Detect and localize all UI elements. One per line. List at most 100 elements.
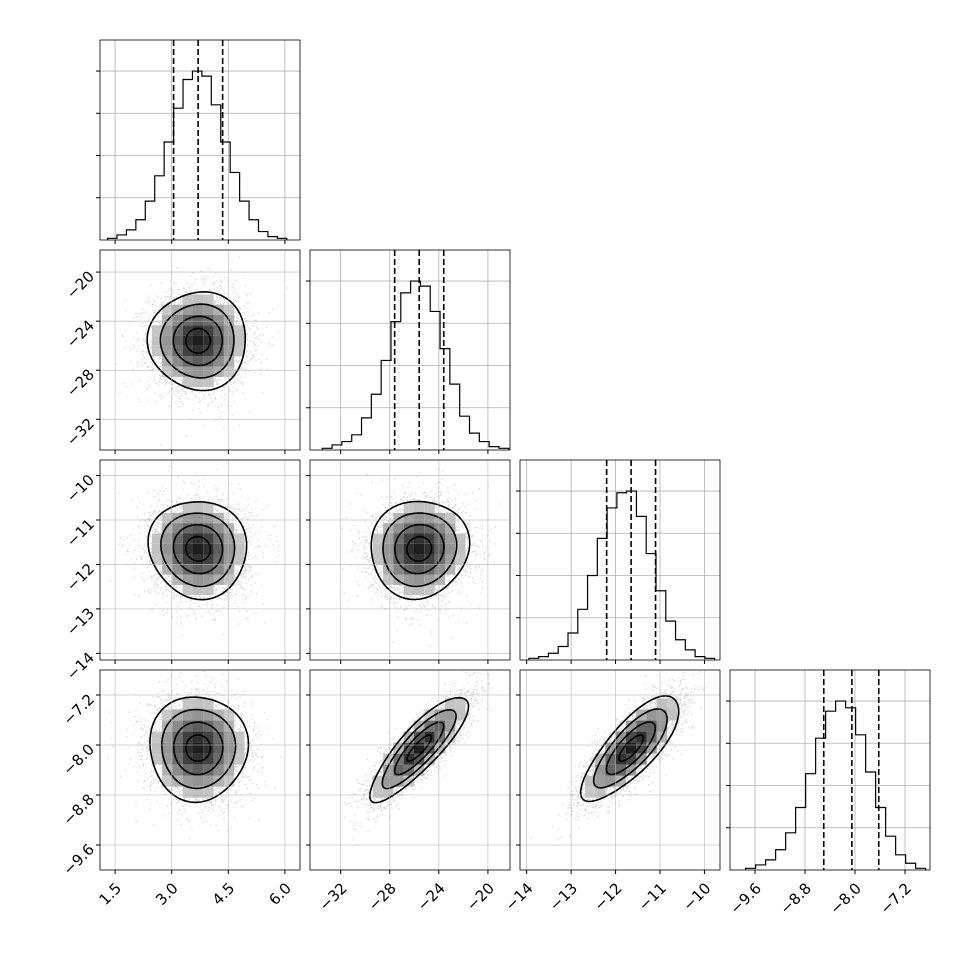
density-bin bbox=[414, 533, 425, 544]
density-bin bbox=[193, 325, 204, 336]
density-bin bbox=[182, 753, 193, 765]
density-bin bbox=[172, 523, 183, 534]
density-bin bbox=[234, 346, 245, 357]
density-bin bbox=[203, 346, 214, 357]
density-bin bbox=[626, 742, 637, 754]
histogram-panel-p0 bbox=[96, 39, 301, 241]
density-bin bbox=[182, 764, 193, 776]
density-bin bbox=[193, 376, 204, 388]
x-tick-label: −14 bbox=[502, 879, 537, 914]
density-bin bbox=[393, 574, 404, 585]
x-tick-label: 4.5 bbox=[209, 879, 239, 909]
density-bin bbox=[162, 346, 173, 357]
density-bin bbox=[203, 513, 214, 524]
density-bin bbox=[234, 742, 245, 754]
density-bin bbox=[455, 543, 466, 555]
density-bin bbox=[372, 554, 384, 565]
density-bin bbox=[223, 346, 235, 357]
density-bin bbox=[203, 720, 214, 732]
density-bin bbox=[162, 335, 173, 346]
density-bin bbox=[193, 366, 204, 377]
panel-background bbox=[520, 460, 720, 660]
density-bin bbox=[626, 764, 637, 776]
density-bin bbox=[182, 720, 193, 732]
density-bin bbox=[414, 764, 425, 776]
x-tick-label: −13 bbox=[546, 879, 581, 914]
density-bin bbox=[414, 731, 425, 743]
histogram-step bbox=[106, 70, 288, 240]
contour-line bbox=[393, 721, 445, 776]
density-bin bbox=[234, 325, 245, 336]
density-bin bbox=[162, 742, 173, 754]
density-bin bbox=[223, 366, 235, 377]
contour-line bbox=[406, 535, 433, 562]
density-bin bbox=[455, 554, 466, 565]
density-bin bbox=[193, 533, 204, 544]
density-bin bbox=[203, 742, 214, 754]
density-bin bbox=[615, 764, 626, 776]
density-bin bbox=[595, 786, 606, 798]
contour-line bbox=[147, 500, 248, 601]
density-bin bbox=[223, 775, 235, 787]
density-bin bbox=[162, 366, 173, 377]
density-bin bbox=[646, 709, 657, 721]
density-bin bbox=[403, 543, 414, 555]
density-bin bbox=[203, 304, 214, 315]
density-bin bbox=[162, 775, 173, 787]
density-bin bbox=[182, 315, 193, 326]
density-bin bbox=[223, 574, 235, 585]
density-bin bbox=[667, 698, 678, 710]
density-bin bbox=[193, 764, 204, 776]
y-tick-label: −24 bbox=[63, 316, 98, 351]
histogram-step bbox=[321, 280, 510, 450]
y-tick-label: −32 bbox=[63, 415, 98, 450]
density-bin bbox=[193, 513, 204, 524]
density-bin bbox=[203, 502, 214, 513]
density-bin bbox=[182, 543, 193, 555]
density-bin bbox=[383, 543, 394, 555]
density-bin bbox=[403, 584, 414, 596]
y-tick-label: −28 bbox=[63, 365, 98, 400]
density-bin bbox=[162, 523, 173, 534]
density-bin bbox=[182, 731, 193, 743]
panel-frame bbox=[99, 669, 301, 871]
density-bin bbox=[393, 543, 404, 555]
density-bin bbox=[203, 366, 214, 377]
density-bin bbox=[203, 533, 214, 544]
density-bin bbox=[223, 731, 235, 743]
density-bin bbox=[193, 294, 204, 305]
density-bin bbox=[393, 554, 404, 565]
density-bin bbox=[203, 325, 214, 336]
density-bin bbox=[172, 720, 183, 732]
density-bin bbox=[213, 720, 224, 732]
density-bin bbox=[213, 564, 224, 575]
density-bin bbox=[213, 742, 224, 754]
density-bin bbox=[223, 764, 235, 776]
y-tick-label: −9.6 bbox=[60, 840, 98, 878]
panel-frame bbox=[309, 459, 511, 661]
density-bin bbox=[172, 356, 183, 367]
density-bin bbox=[615, 742, 626, 754]
panel-background bbox=[310, 250, 510, 450]
density-bin bbox=[193, 731, 204, 743]
contour-line bbox=[618, 734, 645, 762]
density-bin bbox=[595, 775, 606, 787]
density-bin bbox=[393, 564, 404, 575]
density-bin bbox=[393, 742, 404, 754]
density-bin bbox=[213, 753, 224, 765]
density-bin bbox=[584, 786, 596, 798]
scatter-panel-p1-vs-p0 bbox=[99, 249, 301, 451]
density-bin bbox=[223, 709, 235, 721]
contour-line bbox=[381, 708, 457, 790]
density-bin bbox=[424, 533, 435, 544]
density-bin bbox=[162, 764, 173, 776]
density-bin bbox=[162, 554, 173, 565]
density-bin bbox=[172, 742, 183, 754]
density-bin bbox=[223, 304, 235, 315]
contour-line bbox=[149, 696, 250, 804]
density-bin bbox=[656, 709, 668, 721]
density-bin bbox=[213, 533, 224, 544]
density-bin bbox=[372, 786, 384, 798]
density-bin bbox=[213, 709, 224, 721]
density-bin bbox=[403, 533, 414, 544]
